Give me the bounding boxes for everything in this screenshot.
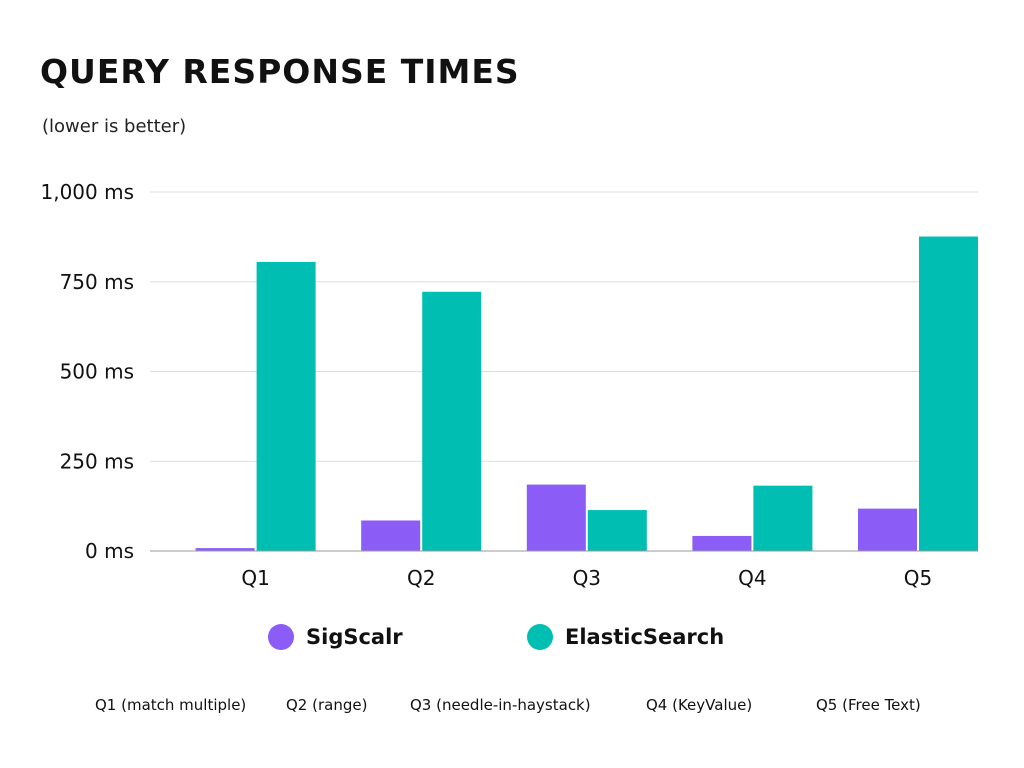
x-tick-label-q5: Q5 (904, 566, 932, 590)
chart-title: QUERY RESPONSE TIMES (40, 52, 520, 91)
footnote-q4: Q4 (KeyValue) (646, 696, 753, 714)
chart-subtitle: (lower is better) (42, 116, 187, 137)
x-tick-label-q4: Q4 (738, 566, 766, 590)
legend: SigScalr ElasticSearch (0, 624, 1024, 656)
bar-elasticsearch-q4 (753, 485, 813, 551)
bar-elasticsearch-q2 (422, 291, 482, 551)
footnote-q2: Q2 (range) (286, 696, 368, 714)
bars (195, 236, 978, 552)
legend-swatch-sigscalr (268, 624, 294, 650)
legend-item-elasticsearch: ElasticSearch (527, 624, 724, 650)
x-axis-ticks: Q1 Q2 Q3 Q4 Q5 (241, 566, 932, 590)
y-tick-label: 250 ms (60, 449, 134, 473)
bar-sigscalr-q2 (361, 520, 421, 551)
x-tick-label-q3: Q3 (573, 566, 601, 590)
footnote-q1: Q1 (match multiple) (95, 696, 247, 714)
bar-elasticsearch-q5 (919, 236, 978, 552)
y-tick-label: 500 ms (60, 360, 134, 384)
legend-swatch-elasticsearch (527, 624, 553, 650)
legend-label-elasticsearch: ElasticSearch (565, 625, 725, 649)
footnote-q3: Q3 (needle-in-haystack) (410, 696, 591, 714)
footnote-q5: Q5 (Free Text) (816, 696, 921, 714)
bar-sigscalr-q1 (195, 548, 255, 551)
bar-elasticsearch-q1 (256, 262, 316, 551)
query-footnotes: Q1 (match multiple) Q2 (range) Q3 (needl… (0, 696, 1024, 716)
legend-label-sigscalr: SigScalr (306, 625, 403, 649)
legend-item-sigscalr: SigScalr (268, 624, 403, 650)
y-axis-ticks: 0 ms 250 ms 500 ms 750 ms 1,000 ms (40, 180, 134, 563)
y-tick-label: 750 ms (60, 270, 134, 294)
x-tick-label-q2: Q2 (407, 566, 435, 590)
bar-elasticsearch-q3 (587, 510, 647, 551)
bar-sigscalr-q3 (526, 484, 586, 551)
y-tick-label: 0 ms (85, 539, 134, 563)
bar-sigscalr-q5 (858, 508, 917, 551)
y-tick-label: 1,000 ms (40, 180, 134, 204)
x-tick-label-q1: Q1 (241, 566, 269, 590)
bar-sigscalr-q4 (692, 535, 752, 551)
